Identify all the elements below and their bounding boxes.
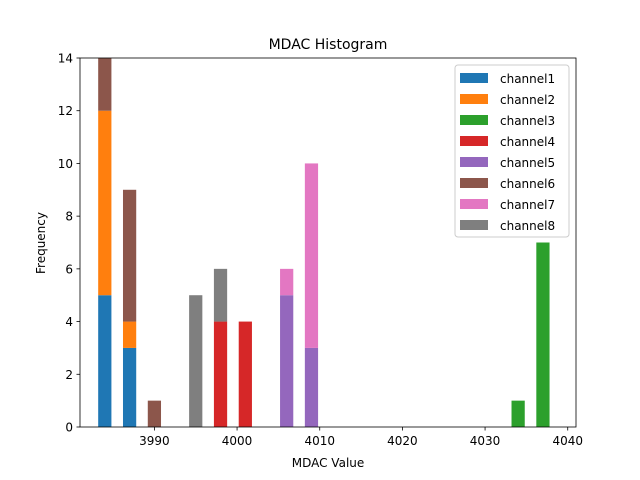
channel1-bar-3984 (98, 295, 112, 427)
channel8-bar-3995 (189, 295, 203, 427)
channel3-bar-4034 (511, 400, 525, 427)
y-tick-label: 4 (65, 315, 73, 329)
y-tick-label: 6 (65, 262, 73, 276)
channel3-bar-4037 (536, 242, 550, 427)
channel1-legend-label: channel1 (500, 72, 555, 86)
channel5-legend-label: channel5 (500, 156, 555, 170)
x-tick-label: 4000 (222, 434, 253, 448)
channel8-legend-swatch (460, 220, 488, 230)
legend-box (454, 64, 570, 238)
y-tick-label: 14 (58, 52, 73, 66)
channel1-bar-3987 (122, 347, 137, 427)
y-tick-label: 0 (65, 421, 73, 435)
channel6-bar-3984 (98, 58, 112, 111)
channel4-bar-4001 (238, 321, 252, 427)
channel7-bar-4006 (280, 268, 294, 296)
y-tick-label: 10 (58, 157, 73, 171)
legend: channel1 channel2 channel3 channel4 channel5… (454, 64, 570, 238)
channel2-legend-label: channel2 (500, 93, 555, 107)
y-tick-label: 8 (65, 210, 73, 224)
x-tick-label: 4040 (552, 434, 583, 448)
y-tick-label: 2 (65, 368, 73, 382)
y-axis-label: Frequency (34, 212, 48, 274)
channel4-bar-3998 (213, 321, 228, 427)
y-tick-label: 12 (58, 104, 73, 118)
channel3-legend-swatch (460, 115, 488, 125)
bars-layer (98, 58, 550, 427)
channel8-bar-3998 (213, 268, 228, 322)
channel3-legend-label: channel3 (500, 114, 555, 128)
x-tick-label: 4010 (304, 434, 335, 448)
channel7-legend-swatch (460, 199, 488, 209)
channel6-bar-3990 (147, 400, 162, 427)
channel6-legend-label: channel6 (500, 177, 555, 191)
channel4-legend-swatch (460, 136, 488, 146)
channel2-bar-3984 (98, 110, 112, 296)
axes-layer: 3990 4000 4010 4020 4030 4040 0 2 4 6 8 10 12 14 (58, 52, 583, 449)
x-tick-label: 4030 (470, 434, 501, 448)
channel5-legend-swatch (460, 157, 488, 167)
channel6-bar-3987 (122, 189, 137, 322)
x-axis-label: MDAC Value (292, 456, 365, 470)
channel4-legend-label: channel4 (500, 135, 555, 149)
channel2-legend-swatch (460, 94, 488, 104)
channel2-bar-3987 (122, 321, 137, 348)
x-tick-label: 3990 (139, 434, 170, 448)
x-tick-label: 4020 (387, 434, 418, 448)
channel5-bar-4009 (304, 347, 319, 427)
channel7-legend-label: channel7 (500, 198, 555, 212)
channel1-legend-swatch (460, 73, 488, 83)
channel6-legend-swatch (460, 178, 488, 188)
channel5-bar-4006 (280, 295, 294, 427)
plot-frame (79, 57, 577, 428)
channel7-bar-4009 (304, 163, 319, 348)
channel8-legend-label: channel8 (500, 219, 555, 233)
chart-title: MDAC Histogram (269, 37, 388, 53)
